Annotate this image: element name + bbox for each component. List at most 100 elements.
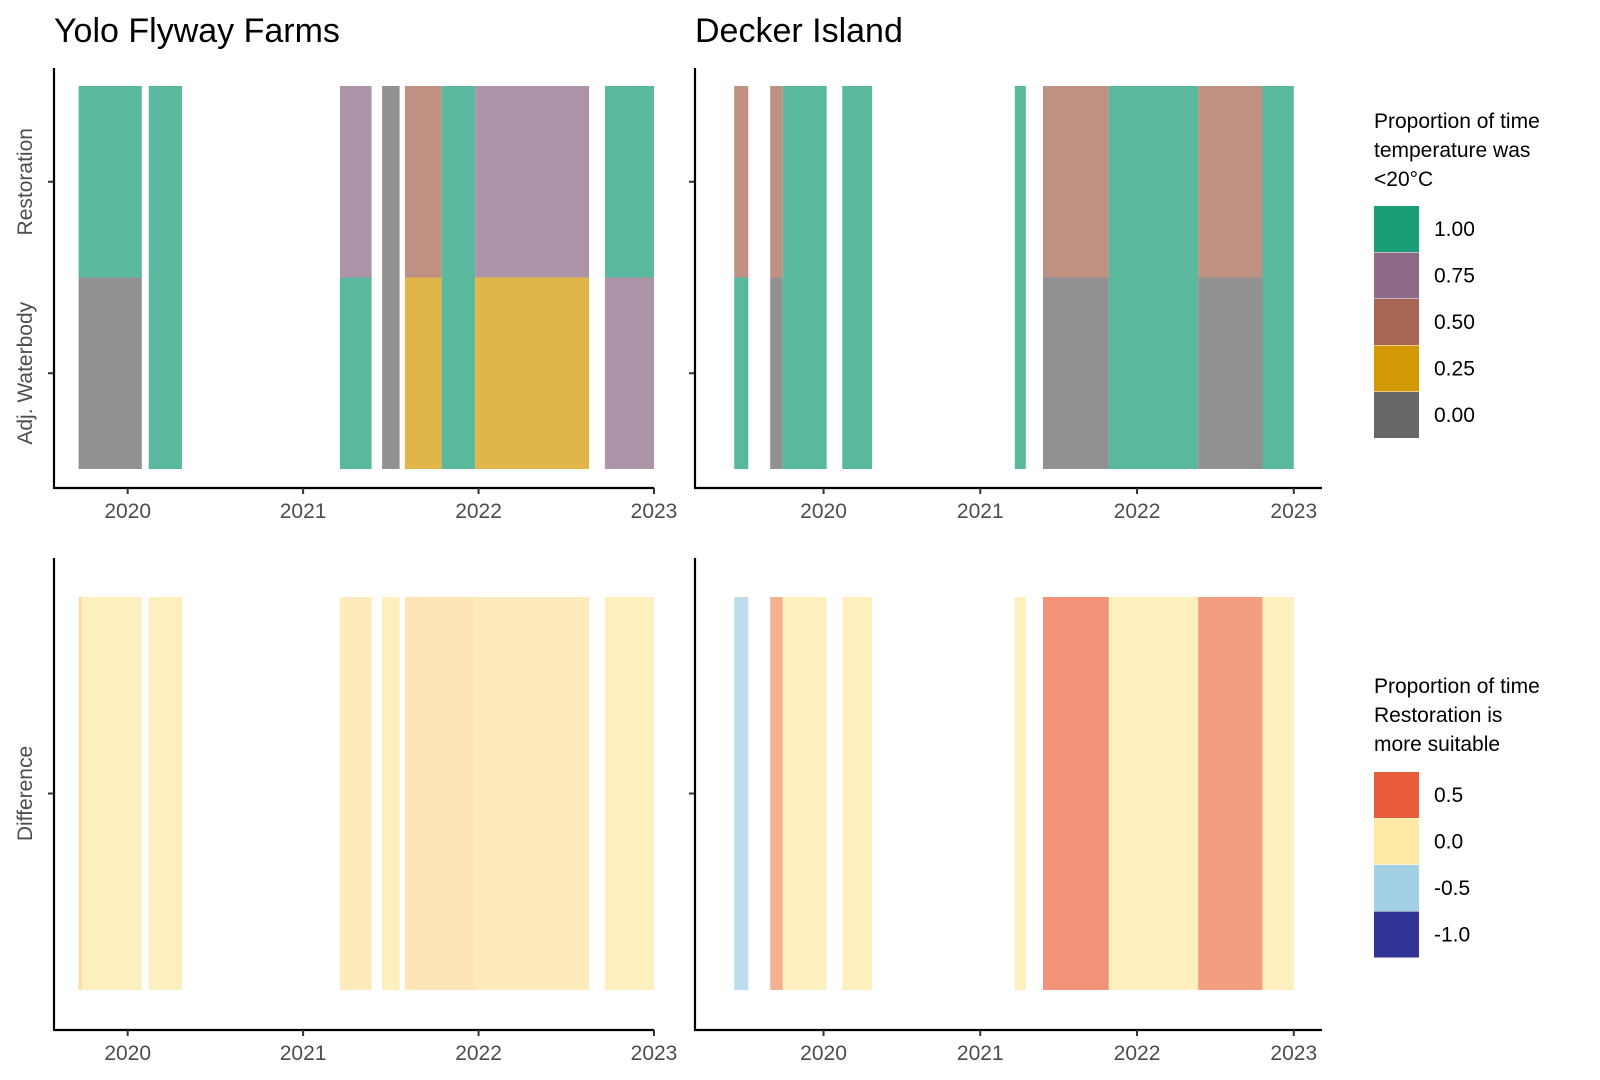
heat-tile <box>1108 86 1199 278</box>
legend-title-line: more suitable <box>1374 733 1500 756</box>
panel-title: Yolo Flyway Farms <box>54 12 340 50</box>
legend-swatch <box>1374 772 1419 818</box>
heat-tile <box>1108 277 1199 469</box>
heat-tile <box>842 277 873 469</box>
y-tick-label: Adj. Waterbody <box>14 301 37 444</box>
heat-tile <box>770 597 783 990</box>
heat-tile <box>734 597 749 990</box>
heat-tile <box>148 597 182 990</box>
legend-label: 0.25 <box>1434 358 1475 381</box>
legend-label: 0.0 <box>1434 831 1463 854</box>
x-tick-label: 2021 <box>280 500 327 523</box>
heat-tile <box>404 597 476 990</box>
x-tick-label: 2022 <box>455 1042 502 1065</box>
heat-tile <box>404 86 442 278</box>
panel-title: Decker Island <box>695 12 903 50</box>
heat-tile <box>604 86 654 278</box>
y-tick-label: Difference <box>14 746 37 841</box>
x-tick-label: 2023 <box>1270 500 1317 523</box>
heat-tile <box>1108 597 1199 990</box>
legends: Proportion of time temperature was <20°C 1.… <box>1374 110 1540 958</box>
x-tick-label: 2020 <box>104 1042 151 1065</box>
heat-tile <box>782 86 827 278</box>
heat-tile <box>1014 597 1026 990</box>
heat-tile <box>78 597 83 990</box>
legend-title-line: <20°C <box>1374 168 1433 191</box>
y-tick-label: Restoration <box>14 128 37 235</box>
legend-label: 1.00 <box>1434 218 1475 241</box>
heat-tile <box>1014 86 1026 278</box>
heat-tile <box>475 86 590 278</box>
heat-tile <box>340 277 372 469</box>
legend-temperature: Proportion of time temperature was <20°C 1.… <box>1374 110 1540 438</box>
panel-1: Decker Island 2020 2021 2022 2023 <box>689 12 1322 523</box>
heat-tile <box>1043 277 1109 469</box>
heat-tile <box>82 597 142 990</box>
legend-label: 0.50 <box>1434 311 1475 334</box>
heat-tile <box>148 86 182 278</box>
x-tick-label: 2022 <box>1114 1042 1161 1065</box>
heat-tile <box>782 277 827 469</box>
legend-title-line: Restoration is <box>1374 704 1502 727</box>
heat-tile <box>842 86 873 278</box>
x-tick-label: 2022 <box>1114 500 1161 523</box>
legend-label: -0.5 <box>1434 877 1470 900</box>
heat-tile <box>842 597 873 990</box>
legend-swatch <box>1374 252 1419 299</box>
x-tick-label: 2020 <box>104 500 151 523</box>
heat-tile <box>782 597 827 990</box>
heat-tile <box>770 86 783 278</box>
heat-tile <box>734 86 749 278</box>
legend-label: 0.75 <box>1434 265 1475 288</box>
heat-tile <box>404 277 442 469</box>
heat-tile <box>78 86 142 278</box>
heat-tile <box>148 277 182 469</box>
heat-tile <box>1043 597 1109 990</box>
legend-difference: Proportion of time Restoration is more sui… <box>1374 675 1540 958</box>
legend-swatch <box>1374 818 1419 865</box>
panels: Yolo Flyway Farms Restoration Adj. Waterbo… <box>14 12 1322 1065</box>
legend-title-line: Proportion of time <box>1374 675 1540 698</box>
heat-tile <box>441 277 475 469</box>
legend-label: 0.5 <box>1434 784 1463 807</box>
legend-swatch <box>1374 865 1419 911</box>
heat-tile <box>382 597 400 990</box>
heat-tile <box>734 277 749 469</box>
heat-tile <box>604 597 654 990</box>
heat-tile <box>1014 277 1026 469</box>
heat-tile <box>1262 597 1294 990</box>
heat-tile <box>382 277 400 469</box>
x-tick-label: 2020 <box>800 500 847 523</box>
legend-title-line: temperature was <box>1374 139 1530 162</box>
heat-tile <box>340 597 372 990</box>
heat-tile <box>382 86 400 278</box>
x-tick-label: 2021 <box>957 500 1004 523</box>
x-tick-label: 2023 <box>1270 1042 1317 1065</box>
x-tick-label: 2022 <box>455 500 502 523</box>
legend-label: -1.0 <box>1434 924 1470 947</box>
legend-swatch <box>1374 392 1419 438</box>
x-tick-label: 2023 <box>631 500 678 523</box>
heat-tile <box>1043 86 1109 278</box>
heat-tile <box>770 277 783 469</box>
panel-3: 2020 2021 2022 2023 <box>689 558 1322 1065</box>
panel-0: Yolo Flyway Farms Restoration Adj. Waterbo… <box>14 12 677 523</box>
panel-2: Difference 2020 2021 2022 2023 <box>14 558 677 1065</box>
x-tick-label: 2021 <box>957 1042 1004 1065</box>
heat-tile <box>475 277 590 469</box>
heat-tile <box>78 277 142 469</box>
heat-tile <box>604 277 654 469</box>
heat-tile <box>1262 277 1294 469</box>
heat-tile <box>1198 86 1263 278</box>
x-tick-label: 2023 <box>631 1042 678 1065</box>
legend-swatch <box>1374 299 1419 345</box>
legend-label: 0.00 <box>1434 404 1475 427</box>
heat-tile <box>1198 277 1263 469</box>
x-tick-label: 2021 <box>280 1042 327 1065</box>
x-tick-label: 2020 <box>800 1042 847 1065</box>
legend-title-line: Proportion of time <box>1374 110 1540 133</box>
legend-swatch <box>1374 206 1419 252</box>
legend-swatch <box>1374 911 1419 958</box>
heat-tile <box>441 86 475 278</box>
